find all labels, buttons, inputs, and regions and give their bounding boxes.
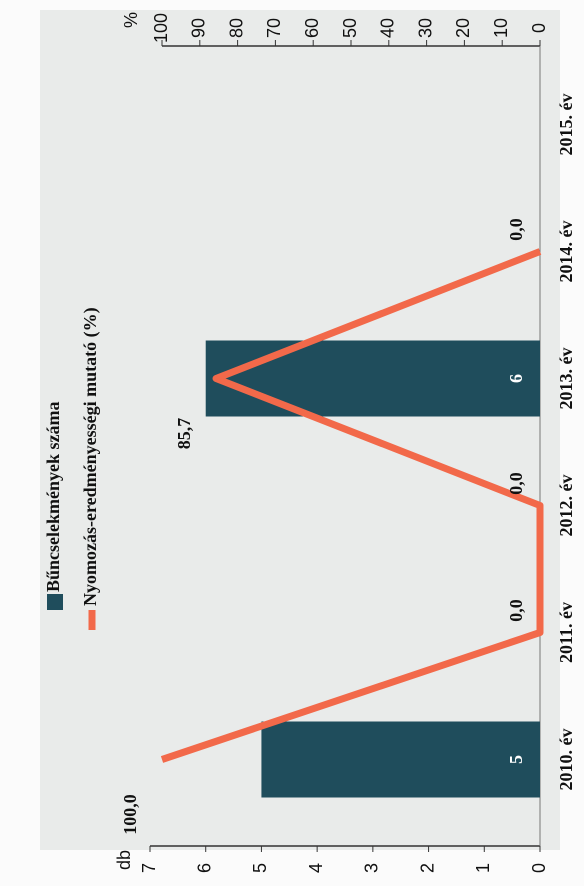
y2-tick-label: 70 — [264, 18, 284, 38]
y2-tick-label: 90 — [189, 18, 209, 38]
y2-tick-label: 40 — [378, 18, 398, 38]
y-tick-label: 7 — [139, 863, 159, 873]
y2-tick-label: 80 — [226, 18, 246, 38]
line-value-label: 85,7 — [174, 418, 194, 450]
y-tick-label: 2 — [417, 863, 437, 873]
legend-label: Bűncselekmények száma — [43, 402, 63, 593]
y2-tick-label: 50 — [340, 18, 360, 38]
legend-label: Nyomozás-eredményességi mutató (%) — [80, 307, 101, 606]
y2-tick-label: 20 — [453, 18, 473, 38]
x-tick-label: 2015. év — [556, 94, 576, 156]
y-tick-label: 3 — [362, 863, 382, 873]
line-value-label: 0,0 — [506, 218, 526, 241]
y-tick-label: 1 — [473, 863, 493, 873]
y-tick-label: 0 — [529, 863, 549, 873]
line-value-label: 0,0 — [506, 472, 526, 495]
bar — [261, 721, 540, 798]
y2-axis-label: % — [121, 12, 141, 28]
x-tick-label: 2010. év — [556, 729, 576, 791]
y-axis-label: db — [114, 850, 134, 870]
y2-tick-label: 100 — [151, 13, 171, 43]
line-series — [160, 248, 544, 763]
bar-label: 5 — [506, 755, 526, 764]
bar — [205, 340, 540, 417]
x-tick-label: 2014. év — [556, 221, 576, 283]
y2-tick-label: 60 — [302, 18, 322, 38]
y2-tick-label: 0 — [529, 23, 549, 33]
x-tick-label: 2012. év — [556, 475, 576, 537]
legend-swatch — [47, 594, 63, 610]
y2-tick-label: 10 — [491, 18, 511, 38]
bar-label: 6 — [506, 374, 526, 383]
y-tick-label: 4 — [306, 863, 326, 873]
y-tick-label: 5 — [250, 863, 270, 873]
y-tick-label: 6 — [194, 863, 214, 873]
line-value-label: 100,0 — [120, 794, 140, 835]
x-tick-label: 2011. év — [556, 602, 576, 663]
y2-tick-label: 30 — [415, 18, 435, 38]
x-tick-label: 2013. év — [556, 348, 576, 410]
line-value-label: 0,0 — [506, 599, 526, 622]
